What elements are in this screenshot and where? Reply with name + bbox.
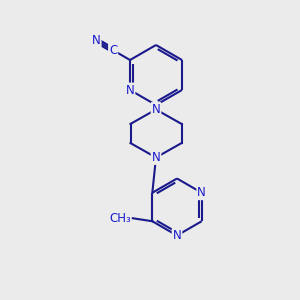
Text: N: N (152, 151, 160, 164)
Text: N: N (126, 83, 134, 97)
Text: C: C (109, 44, 117, 57)
Text: N: N (92, 34, 100, 47)
Text: N: N (152, 103, 160, 116)
Text: CH₃: CH₃ (110, 212, 131, 225)
Text: N: N (197, 186, 206, 199)
Text: N: N (172, 229, 182, 242)
